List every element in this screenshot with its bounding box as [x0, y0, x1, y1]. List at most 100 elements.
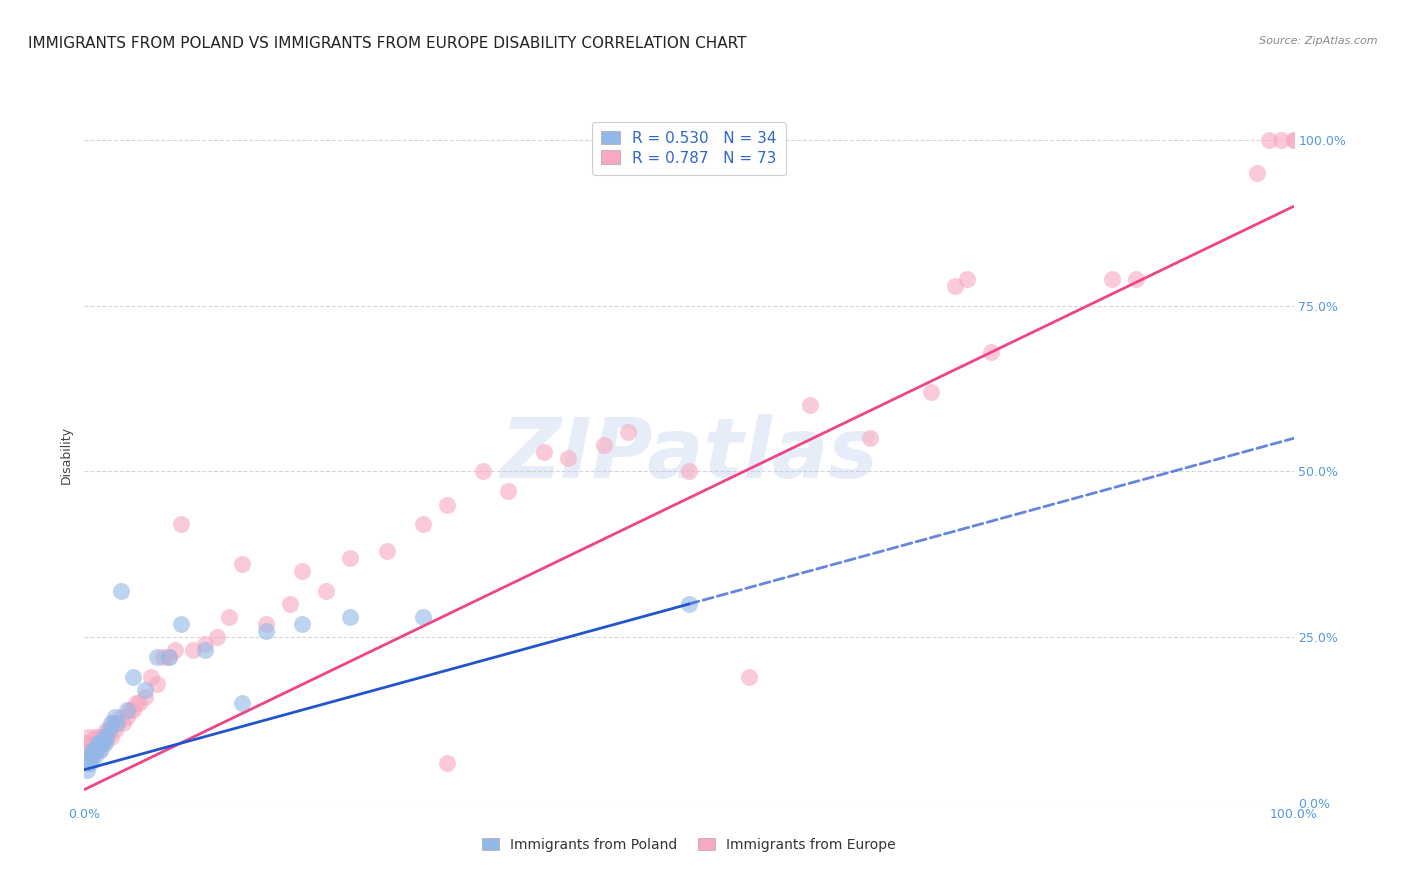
Point: [77, 756, 100, 770]
Point: [91, 736, 114, 750]
Point: [97, 723, 120, 737]
Point: [97, 723, 120, 737]
Point: [412, 610, 434, 624]
Point: [146, 650, 169, 665]
Point: [120, 703, 142, 717]
Point: [110, 709, 132, 723]
Point: [157, 650, 180, 665]
Point: [94, 730, 117, 744]
Point: [94, 730, 117, 744]
Point: [146, 676, 169, 690]
Text: ZIPatlas: ZIPatlas: [501, 415, 877, 495]
Point: [79, 736, 101, 750]
Point: [100, 730, 122, 744]
Point: [231, 558, 253, 572]
Point: [472, 465, 495, 479]
Point: [920, 384, 942, 399]
Point: [557, 451, 579, 466]
Point: [87, 730, 110, 744]
Point: [859, 431, 882, 445]
Point: [84, 730, 107, 744]
Point: [93, 736, 115, 750]
Point: [315, 583, 337, 598]
Point: [100, 716, 122, 731]
Point: [83, 743, 105, 757]
Point: [1246, 166, 1268, 180]
Point: [112, 716, 135, 731]
Point: [77, 749, 100, 764]
Point: [121, 670, 143, 684]
Point: [980, 345, 1002, 359]
Point: [291, 616, 314, 631]
Point: [375, 544, 398, 558]
Point: [339, 610, 361, 624]
Legend: Immigrants from Poland, Immigrants from Europe: Immigrants from Poland, Immigrants from …: [475, 830, 903, 858]
Point: [943, 279, 966, 293]
Point: [84, 749, 107, 764]
Point: [76, 736, 98, 750]
Point: [128, 697, 150, 711]
Point: [194, 643, 217, 657]
Point: [90, 736, 112, 750]
Point: [1258, 133, 1281, 147]
Point: [80, 749, 103, 764]
Point: [533, 444, 555, 458]
Point: [115, 709, 138, 723]
Point: [956, 272, 979, 286]
Point: [125, 697, 148, 711]
Point: [105, 716, 128, 731]
Point: [93, 730, 115, 744]
Point: [1101, 272, 1123, 286]
Point: [231, 697, 253, 711]
Point: [165, 643, 187, 657]
Point: [86, 736, 108, 750]
Point: [170, 517, 193, 532]
Point: [1270, 133, 1292, 147]
Point: [82, 743, 104, 757]
Point: [121, 703, 143, 717]
Point: [83, 736, 105, 750]
Point: [1125, 272, 1147, 286]
Point: [104, 709, 127, 723]
Point: [218, 610, 240, 624]
Point: [678, 597, 700, 611]
Point: [254, 624, 277, 638]
Point: [94, 736, 117, 750]
Point: [157, 650, 180, 665]
Point: [134, 690, 156, 704]
Point: [593, 438, 616, 452]
Point: [94, 723, 117, 737]
Point: [75, 743, 97, 757]
Point: [254, 616, 277, 631]
Point: [436, 756, 458, 770]
Point: [115, 703, 138, 717]
Point: [76, 763, 98, 777]
Point: [291, 564, 314, 578]
Point: [79, 756, 101, 770]
Point: [278, 597, 301, 611]
Point: [152, 650, 174, 665]
Point: [110, 583, 132, 598]
Point: [170, 616, 193, 631]
Point: [207, 630, 229, 644]
Point: [412, 517, 434, 532]
Point: [436, 498, 458, 512]
Text: IMMIGRANTS FROM POLAND VS IMMIGRANTS FROM EUROPE DISABILITY CORRELATION CHART: IMMIGRANTS FROM POLAND VS IMMIGRANTS FRO…: [28, 36, 747, 51]
Point: [496, 484, 519, 499]
Point: [82, 743, 104, 757]
Point: [89, 743, 111, 757]
Point: [86, 743, 108, 757]
Point: [86, 743, 108, 757]
Point: [86, 736, 108, 750]
Point: [194, 637, 217, 651]
Point: [738, 670, 761, 684]
Text: Source: ZipAtlas.com: Source: ZipAtlas.com: [1260, 36, 1378, 45]
Point: [77, 730, 100, 744]
Point: [139, 670, 162, 684]
Point: [1282, 133, 1305, 147]
Point: [80, 749, 103, 764]
Point: [678, 465, 700, 479]
Point: [89, 743, 111, 757]
Point: [134, 683, 156, 698]
Point: [339, 550, 361, 565]
